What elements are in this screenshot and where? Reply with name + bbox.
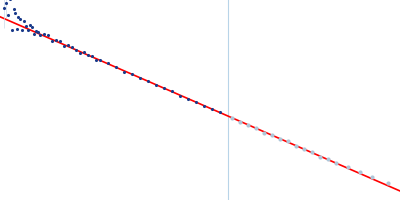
Point	[245, 123, 251, 126]
Point	[45, 33, 51, 37]
Point	[161, 87, 167, 90]
Point	[177, 94, 183, 97]
Point	[69, 45, 75, 49]
Point	[385, 182, 391, 185]
Point	[15, 15, 22, 19]
Point	[81, 51, 87, 54]
Point	[121, 70, 127, 73]
Point	[12, 11, 18, 15]
Point	[333, 161, 339, 165]
Point	[7, 0, 13, 1]
Point	[345, 165, 351, 169]
Point	[317, 156, 323, 159]
Point	[49, 40, 55, 43]
Point	[93, 58, 99, 61]
Point	[21, 19, 27, 22]
Point	[113, 66, 119, 69]
Point	[31, 33, 37, 36]
Point	[285, 140, 291, 143]
Point	[193, 100, 199, 103]
Point	[19, 29, 25, 32]
Point	[325, 157, 331, 161]
Point	[229, 116, 235, 119]
Point	[61, 44, 67, 47]
Point	[73, 48, 79, 51]
Point	[301, 147, 307, 150]
Point	[357, 170, 363, 173]
Point	[23, 24, 29, 27]
Point	[153, 84, 159, 87]
Point	[129, 73, 135, 76]
Point	[53, 38, 59, 41]
Point	[185, 97, 191, 100]
Point	[253, 126, 259, 129]
Point	[9, 28, 15, 31]
Point	[169, 89, 175, 93]
Point	[105, 61, 111, 65]
Point	[3, 1, 9, 4]
Point	[293, 145, 299, 148]
Point	[5, 13, 11, 17]
Point	[277, 137, 283, 140]
Point	[65, 44, 71, 47]
Point	[33, 30, 39, 33]
Point	[17, 17, 23, 21]
Point	[41, 32, 47, 36]
Point	[1, 7, 7, 10]
Point	[27, 23, 33, 26]
Point	[145, 79, 151, 82]
Point	[137, 76, 143, 79]
Point	[97, 59, 103, 62]
Point	[201, 105, 207, 108]
Point	[89, 54, 95, 57]
Point	[11, 7, 17, 10]
Point	[35, 30, 41, 34]
Point	[269, 133, 275, 136]
Point	[57, 39, 63, 43]
Point	[37, 34, 43, 37]
Point	[369, 176, 375, 179]
Point	[29, 25, 35, 28]
Point	[14, 28, 20, 31]
Point	[237, 120, 243, 124]
Point	[217, 110, 223, 114]
Point	[261, 131, 267, 134]
Point	[25, 29, 31, 32]
Point	[209, 107, 215, 111]
Point	[77, 51, 83, 54]
Point	[85, 53, 91, 57]
Point	[309, 150, 315, 153]
